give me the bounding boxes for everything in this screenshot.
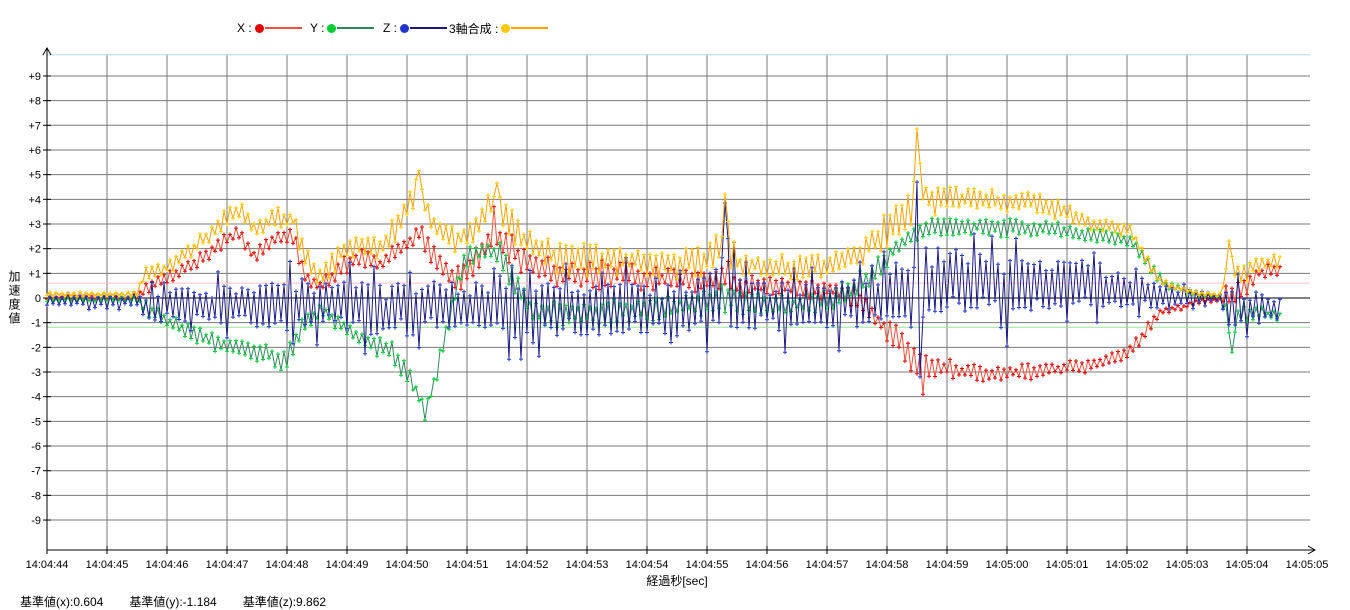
svg-text:14:04:46: 14:04:46: [146, 559, 189, 571]
series-3軸合成-line: [46, 128, 1281, 298]
x-axis-title: 経過秒[sec]: [646, 574, 708, 588]
svg-text:14:04:49: 14:04:49: [326, 559, 369, 571]
svg-text:14:04:48: 14:04:48: [266, 559, 309, 571]
svg-text:14:04:58: 14:04:58: [866, 559, 909, 571]
legend-label-y: Y :: [310, 21, 325, 35]
legend-item-z: Z :: [383, 20, 447, 36]
svg-text:14:04:51: 14:04:51: [446, 559, 489, 571]
legend-marker-icon-x: [254, 23, 264, 33]
svg-text:+6: +6: [28, 145, 41, 157]
svg-text:+5: +5: [28, 170, 41, 182]
svg-text:14:04:59: 14:04:59: [926, 559, 969, 571]
svg-text:+8: +8: [28, 96, 41, 108]
legend-label-composite: 3軸合成 :: [449, 21, 499, 36]
svg-text:-7: -7: [31, 466, 41, 478]
reference-value-2: 基準値(z):9.862: [242, 595, 327, 609]
svg-text:+4: +4: [28, 194, 41, 206]
svg-text:14:04:54: 14:04:54: [626, 559, 669, 571]
svg-text:14:05:01: 14:05:01: [1046, 559, 1089, 571]
svg-text:14:04:56: 14:04:56: [746, 559, 789, 571]
legend-label-x: X :: [237, 21, 252, 35]
svg-text:-5: -5: [31, 416, 41, 428]
svg-text:14:04:45: 14:04:45: [86, 559, 129, 571]
svg-text:+7: +7: [28, 120, 41, 132]
series-Y-markers: [45, 216, 1282, 423]
grid-vertical-lines: [106, 54, 1248, 550]
svg-text:14:04:50: 14:04:50: [386, 559, 429, 571]
svg-text:-3: -3: [31, 367, 41, 379]
series-Z-markers: [45, 180, 1282, 379]
legend-marker-icon-z: [400, 23, 409, 33]
svg-text:14:04:57: 14:04:57: [806, 559, 849, 571]
series-3軸合成: [45, 127, 1282, 299]
reference-value-1: 基準値(y):-1.184: [129, 595, 217, 609]
series-Z-line: [46, 182, 1281, 377]
legend-label-z: Z :: [383, 21, 397, 35]
series-Y: [45, 216, 1282, 423]
legend-item-y: Y :: [310, 20, 375, 36]
svg-text:+3: +3: [28, 219, 41, 231]
svg-text:+2: +2: [28, 244, 41, 256]
series-Z: [45, 180, 1282, 379]
y-tick-labels: +9 +8 +7 +6 +5 +4 +3 +2 +1 0 -1 -2 -3 -4 -5 -6 -7 -8 -9: [28, 71, 41, 527]
series-Y-line: [46, 218, 1281, 421]
svg-text:14:05:04: 14:05:04: [1226, 559, 1269, 571]
legend-item-composite: 3軸合成 :: [449, 20, 549, 36]
svg-text:14:05:02: 14:05:02: [1106, 559, 1149, 571]
svg-text:-9: -9: [31, 515, 41, 527]
reference-value-0: 基準値(x):0.604: [20, 595, 104, 609]
svg-text:14:04:47: 14:04:47: [206, 559, 249, 571]
svg-text:14:04:44: 14:04:44: [26, 559, 69, 571]
series-X-line: [46, 206, 1281, 395]
svg-text:+9: +9: [28, 71, 41, 83]
legend-marker-icon-composite: [501, 23, 511, 33]
legend-line-swatch-x: [264, 27, 302, 29]
legend-item-x: X :: [237, 20, 302, 36]
svg-text:-8: -8: [31, 490, 41, 502]
y-axis-title: 加速度値: [7, 270, 21, 326]
svg-text:14:04:55: 14:04:55: [686, 559, 729, 571]
svg-text:-2: -2: [31, 342, 41, 354]
svg-text:-1: -1: [31, 318, 41, 330]
svg-text:14:04:53: 14:04:53: [566, 559, 609, 571]
series-3軸合成-markers: [45, 127, 1282, 299]
svg-text:14:05:05: 14:05:05: [1286, 559, 1329, 571]
legend-line-swatch-y: [337, 27, 375, 29]
legend: X : Y : Z : 3軸合成 :: [0, 20, 1350, 36]
svg-text:14:05:03: 14:05:03: [1166, 559, 1209, 571]
x-axis: [46, 545, 1317, 555]
reference-values-text: 基準値(x):0.604 基準値(y):-1.184 基準値(z):9.862: [20, 593, 352, 610]
legend-line-swatch-composite: [511, 27, 549, 29]
svg-text:-6: -6: [31, 441, 41, 453]
svg-text:+1: +1: [28, 268, 41, 280]
x-tick-labels: 14:04:44 14:04:45 14:04:46 14:04:47 14:04:48…: [26, 559, 1329, 571]
svg-text:-4: -4: [31, 392, 41, 404]
svg-text:14:05:00: 14:05:00: [986, 559, 1029, 571]
legend-marker-icon-y: [327, 23, 337, 33]
svg-text:0: 0: [35, 293, 41, 305]
svg-text:14:04:52: 14:04:52: [506, 559, 549, 571]
legend-line-swatch-z: [410, 27, 447, 29]
